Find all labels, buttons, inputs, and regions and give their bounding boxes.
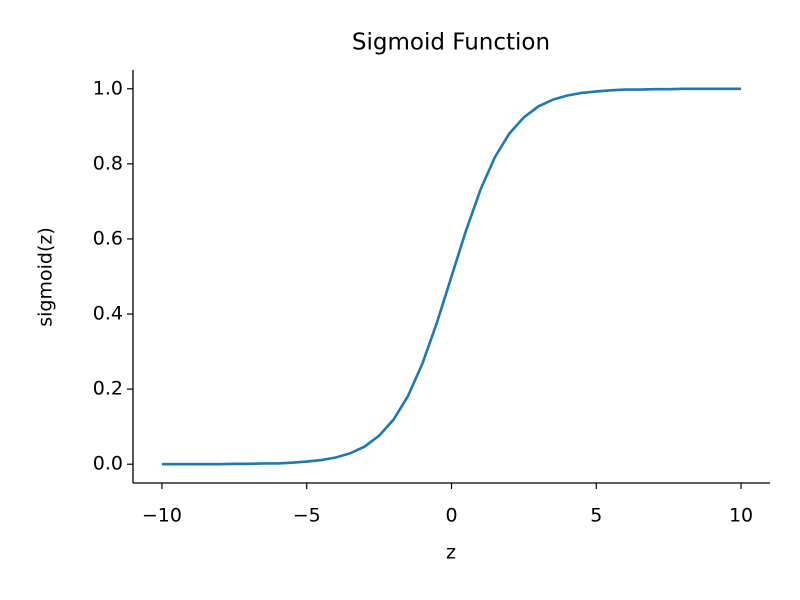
x-tick-label: 0 (445, 505, 457, 527)
line-series (161, 87, 742, 466)
x-tick-label: −10 (142, 505, 182, 527)
y-tick-label: 0.6 (93, 227, 123, 249)
x-axis-label: z (446, 542, 456, 564)
x-tick-label: 10 (729, 505, 753, 527)
x-tick-label: 5 (590, 505, 602, 527)
y-axis-label: sigmoid(z) (35, 227, 57, 327)
y-tick-label: 0.0 (93, 453, 123, 475)
y-tick-label: 0.4 (93, 303, 123, 325)
y-tick-label: 1.0 (93, 77, 123, 99)
x-tick-label: −5 (293, 505, 321, 527)
chart-title: Sigmoid Function (352, 30, 550, 56)
y-tick-label: 0.8 (93, 152, 123, 174)
y-tick-label: 0.2 (93, 378, 123, 400)
